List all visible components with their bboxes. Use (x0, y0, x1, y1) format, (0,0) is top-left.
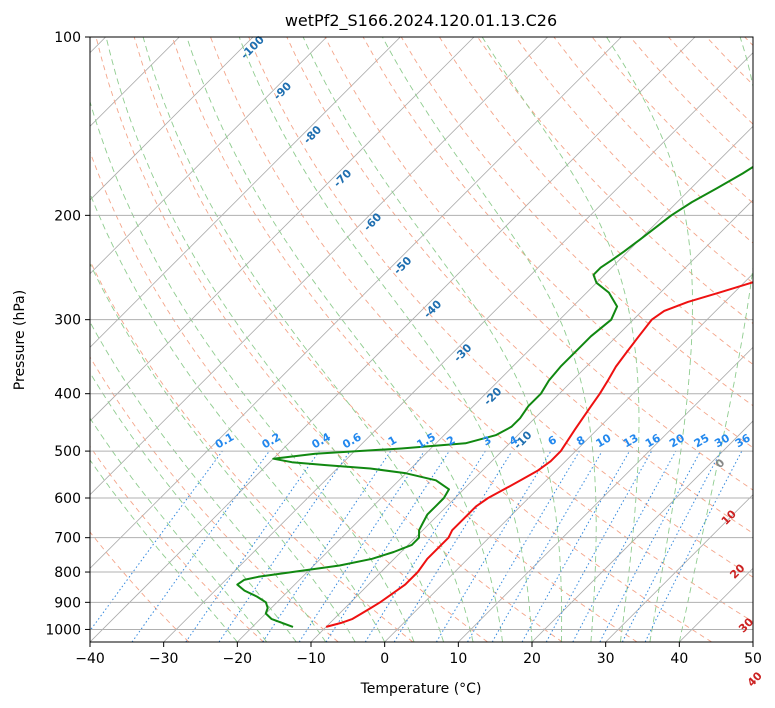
moist-adiabat-line (678, 37, 753, 642)
x-tick-label: 0 (380, 651, 389, 667)
x-tick-label: −40 (75, 651, 105, 667)
y-tick-label: 400 (54, 387, 81, 403)
pressure-gridlines (90, 37, 753, 630)
y-tick-label: 200 (54, 208, 81, 224)
x-tick-label: −30 (149, 651, 179, 667)
chart-title: wetPf2_S166.2024.120.01.13.C26 (285, 11, 557, 31)
x-tick-label: 30 (597, 651, 615, 667)
x-axis-title: Temperature (°C) (360, 681, 482, 697)
moist-adiabat-line (90, 100, 415, 642)
dry-adiabat-line (515, 37, 753, 284)
dry-adiabat-line (95, 37, 563, 642)
mixing-ratio-line (644, 450, 743, 642)
moist-adiabat-line (481, 37, 640, 642)
moist-adiabat-line (606, 37, 693, 642)
isotherm-line (90, 37, 622, 569)
moist-adiabat-line (90, 417, 268, 642)
dry-adiabat-line (439, 37, 753, 365)
dry-adiabat-line (90, 259, 414, 642)
mixing-ratio-line (545, 450, 653, 642)
plot-area (90, 37, 753, 642)
moist-adiabat-line (90, 192, 386, 642)
y-axis: 100 200 300 400 500 600 700 800 900 1000 (45, 30, 90, 638)
mixing-ratio-line (185, 450, 320, 642)
moist-adiabat-line (142, 37, 474, 642)
isotherm-line (90, 37, 327, 275)
background-lines (90, 37, 753, 642)
dry-adiabat-line (400, 37, 753, 407)
x-tick-label: 50 (744, 651, 762, 667)
moist-adiabat-line (90, 321, 327, 642)
dry-adiabat-line (90, 445, 264, 642)
dry-adiabat-line (286, 37, 753, 534)
isotherm-line (605, 494, 753, 642)
mixing-ratio-line (218, 450, 351, 642)
isotherm-line (90, 37, 696, 642)
y-tick-label: 700 (54, 531, 81, 547)
dry-adiabat-line (210, 37, 753, 623)
x-axis: −40 −30 −20 −10 0 10 20 30 40 50 (75, 642, 762, 667)
y-tick-label: 1000 (45, 622, 81, 638)
dry-adiabat-line (90, 150, 488, 642)
isotherm-line (90, 37, 401, 348)
y-tick-label: 600 (54, 491, 81, 507)
moist-adiabat-line (105, 37, 445, 642)
mixing-ratio-line (90, 450, 223, 632)
x-tick-label: −20 (223, 651, 253, 667)
temperature-profile-line (325, 281, 753, 628)
mixing-ratio-line (131, 450, 270, 642)
dry-adiabat-line (90, 531, 190, 642)
mixing-ratio-line (572, 450, 677, 642)
mixing-ratio-line (393, 450, 513, 642)
y-axis-title: Pressure (hPa) (12, 290, 28, 390)
dry-adiabat-line (90, 356, 339, 642)
plot-frame (89, 36, 754, 643)
mixing-ratio-line (262, 450, 392, 642)
isotherm-line (458, 346, 753, 642)
mixing-ratio-line (325, 450, 450, 642)
mixing-ratio-line (521, 450, 630, 642)
y-tick-label: 100 (54, 30, 81, 46)
y-tick-label: 500 (54, 444, 81, 460)
isotherm-line (384, 273, 753, 642)
x-tick-label: 40 (670, 651, 688, 667)
isotherm-line (90, 37, 254, 201)
profile-series (236, 165, 753, 628)
isotherm-line (90, 37, 548, 496)
moist-adiabat-line (90, 459, 238, 642)
x-tick-label: −10 (296, 651, 326, 667)
x-tick-label: 20 (523, 651, 541, 667)
dry-adiabat-line (133, 37, 638, 642)
isotherm-line (237, 125, 753, 642)
dry-adiabat-line (248, 37, 753, 578)
y-tick-label: 800 (54, 565, 81, 581)
moist-adiabat-line (302, 37, 563, 642)
moist-adiabat-line (90, 262, 356, 642)
moist-adiabat-line (238, 37, 533, 642)
moist-adiabat-line (382, 37, 597, 642)
isotherm-line (531, 420, 753, 642)
y-tick-label: 300 (54, 313, 81, 329)
moist-adiabat-line (186, 37, 503, 642)
dry-adiabat-line (171, 37, 712, 642)
isotherm-line (163, 52, 753, 642)
dewpoint-profile-line (236, 165, 753, 628)
isotherm-line (90, 37, 475, 422)
y-tick-label: 900 (54, 595, 81, 611)
x-tick-label: 10 (449, 651, 467, 667)
